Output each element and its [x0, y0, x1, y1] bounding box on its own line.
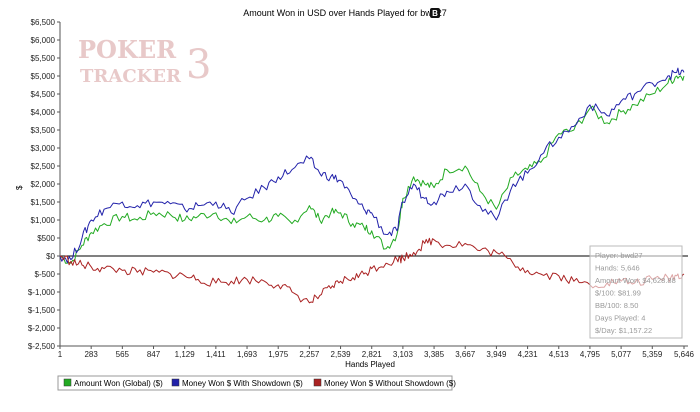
chart-title: Amount Won in USD over Hands Played for …: [243, 8, 446, 18]
y-tick-label: $2,000: [31, 180, 56, 189]
legend-swatch: [63, 378, 72, 387]
series-line-3: [59, 237, 685, 304]
y-tick-label: $0: [46, 252, 55, 261]
watermark-text-3: 3: [186, 42, 211, 88]
player-stats-tooltip: Player: bwd27 Hands: 5,646 Amount Won: $4,…: [589, 245, 683, 339]
y-tick-label: $5,000: [31, 72, 56, 81]
y-axis-label: $: [15, 185, 24, 190]
y-tick-label: $4,500: [31, 90, 56, 99]
tooltip-line: $/100: $81.99: [595, 289, 641, 298]
x-tick-label: 2,821: [362, 350, 383, 359]
tooltip-line: Amount Won: $4,628.88: [595, 276, 676, 285]
x-tick-label: 4,231: [518, 350, 539, 359]
watermark-logo: POKER TRACKER 3: [78, 35, 211, 88]
y-tick-label: $-1,500: [28, 306, 56, 315]
watermark-text-1: POKER: [78, 35, 177, 64]
y-tick-label: $6,500: [31, 18, 56, 27]
x-tick-label: 1,129: [175, 350, 196, 359]
legend-box: [57, 375, 453, 391]
tooltip-line: Days Played: 4: [595, 314, 645, 323]
y-tick-label: $-2,500: [28, 342, 56, 351]
x-tick-label: 2,257: [299, 350, 320, 359]
y-tick-label: $-2,000: [28, 324, 56, 333]
x-tick-label: 5,359: [642, 350, 663, 359]
y-tick-labels: $6,500 $6,000 $5,500 $5,000 $4,500 $4,000 $3,5…: [28, 18, 60, 351]
y-tick-label: $-1,000: [28, 288, 56, 297]
y-tick-label: $1,000: [31, 216, 56, 225]
x-tick-label: 1,975: [268, 350, 289, 359]
legend-label: Amount Won (Global) ($): [74, 379, 163, 388]
x-tick-label: 847: [147, 350, 161, 359]
x-tick-label: 565: [116, 350, 130, 359]
y-tick-label: $4,000: [31, 108, 56, 117]
x-tick-label: 1,693: [237, 350, 258, 359]
legend-swatch: [171, 378, 180, 387]
y-tick-label: $3,500: [31, 126, 56, 135]
watermark-text-2: TRACKER: [80, 66, 182, 87]
x-tick-label: 1,411: [206, 350, 226, 359]
tooltip-line: $/Day: $1,157.22: [595, 326, 652, 335]
y-tick-label: $3,000: [31, 144, 56, 153]
title-badge: B: [432, 9, 438, 18]
y-tick-label: $2,500: [31, 162, 56, 171]
x-tick-label: 3,949: [486, 350, 507, 359]
legend-label: Money Won $ Without Showdown ($): [324, 379, 456, 388]
y-tick-label: $-500: [35, 270, 56, 279]
y-tick-label: $5,500: [31, 54, 56, 63]
tooltip-line: Player: bwd27: [595, 251, 643, 260]
title-badge-bg: [430, 8, 440, 18]
series-line-1: [59, 75, 685, 264]
tooltip-box: [589, 245, 683, 339]
x-tick-label: 3,385: [424, 350, 445, 359]
tooltip-line: Hands: 5,646: [595, 264, 640, 273]
x-tick-label: 283: [84, 350, 98, 359]
x-tick-label: 4,513: [549, 350, 570, 359]
x-tick-label: 2,539: [331, 350, 352, 359]
legend-swatch: [313, 378, 322, 387]
x-tick-labels: 1 283 565 847 1,129 1,411 1,693 1,975 2,257 2,539…: [58, 346, 695, 359]
legend: Amount Won (Global) ($) Money Won $ With …: [57, 375, 456, 391]
tooltip-line: BB/100: 8.50: [595, 301, 638, 310]
series-lines: [59, 67, 685, 304]
y-tick-label: $6,000: [31, 36, 56, 45]
y-tick-label: $1,500: [31, 198, 56, 207]
legend-items: Amount Won (Global) ($) Money Won $ With …: [63, 378, 456, 388]
x-tick-label: 1: [58, 350, 63, 359]
series-line-2: [59, 67, 685, 264]
tooltip-lines: Player: bwd27 Hands: 5,646 Amount Won: $4,…: [595, 251, 676, 335]
x-tick-label: 5,646: [674, 350, 695, 359]
x-tick-label: 4,795: [580, 350, 601, 359]
y-tick-label: $500: [37, 234, 55, 243]
x-tick-label: 3,667: [455, 350, 476, 359]
x-axis-label: Hands Played: [345, 360, 395, 369]
x-tick-label: 3,103: [393, 350, 414, 359]
legend-label: Money Won $ With Showdown ($): [182, 379, 303, 388]
x-tick-label: 5,077: [611, 350, 632, 359]
